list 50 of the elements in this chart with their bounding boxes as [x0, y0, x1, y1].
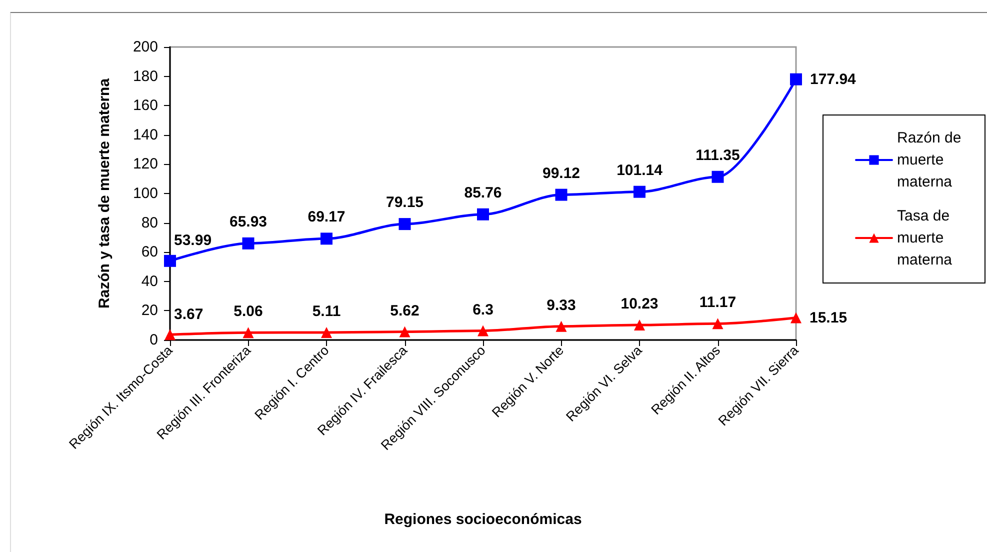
data-label: 6.3 [472, 301, 494, 318]
y-axis-title: Razón y tasa de muerte materna [96, 78, 113, 309]
legend-label: Razón de muerte materna [897, 130, 966, 190]
point [320, 232, 332, 245]
y-tick-label: 120 [132, 156, 158, 173]
point [477, 208, 489, 220]
data-label: 177.94 [810, 70, 857, 88]
y-tick-label: 200 [132, 38, 158, 56]
data-label: 111.35 [696, 146, 740, 164]
y-tick-label: 20 [141, 302, 158, 320]
point [634, 186, 646, 198]
data-label: 65.93 [229, 213, 268, 230]
y-tick-label: 0 [150, 332, 158, 348]
data-label: 5.06 [234, 303, 263, 320]
data-label: 3.67 [174, 306, 204, 324]
data-label: 5.11 [312, 303, 341, 320]
data-label: 85.76 [464, 184, 502, 202]
data-label: 11.17 [699, 294, 736, 312]
point [712, 170, 724, 183]
data-label: 79.15 [386, 194, 424, 212]
point [556, 320, 567, 332]
point [164, 254, 176, 267]
data-label: 9.33 [546, 296, 576, 314]
point [790, 312, 802, 324]
data-label: 5.62 [390, 302, 420, 320]
point [242, 237, 254, 250]
point [555, 188, 568, 201]
y-tick-label: 40 [141, 272, 158, 290]
data-label: 53.99 [174, 232, 212, 249]
y-tick-label: 60 [141, 244, 158, 261]
y-tick-label: 140 [132, 126, 158, 144]
point [321, 327, 332, 338]
x-axis-title: Regiones socioeconómicas [384, 511, 582, 528]
y-tick-label: 180 [132, 68, 158, 85]
point [478, 325, 488, 336]
point [399, 326, 410, 338]
data-label: 10.23 [620, 296, 658, 313]
point [398, 218, 411, 230]
point [634, 320, 645, 331]
point [712, 318, 724, 330]
legend-label: Tasa de muerte materna [897, 208, 954, 268]
data-label: 69.17 [308, 208, 346, 226]
data-label: 101.14 [616, 162, 664, 179]
y-tick-label: 100 [132, 185, 158, 202]
data-label: 99.12 [542, 164, 580, 182]
point [242, 327, 254, 338]
point [790, 73, 802, 86]
y-tick-label: 80 [141, 214, 158, 232]
y-tick-label: 160 [132, 97, 158, 114]
data-label: 15.15 [810, 309, 848, 326]
